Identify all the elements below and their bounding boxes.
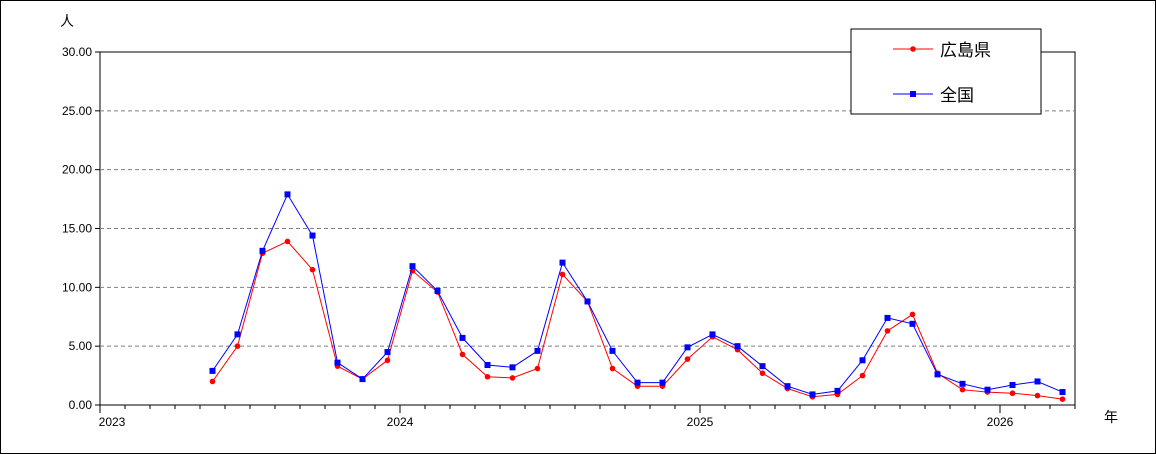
point-s0-20: [609, 365, 616, 372]
point-s1-6: [259, 247, 266, 254]
point-s1-33: [934, 371, 941, 378]
point-s0-8: [309, 266, 316, 273]
point-s1-5: [234, 331, 241, 338]
point-s1-21: [634, 379, 641, 386]
point-s1-18: [559, 259, 566, 266]
legend-box: [850, 28, 1042, 115]
point-s0-7: [284, 238, 291, 245]
x-year-label-2025: 2025: [687, 415, 714, 429]
y-tick-label-5: 25.00: [62, 104, 92, 118]
point-s1-10: [359, 376, 366, 383]
point-s1-30: [859, 357, 866, 364]
point-s1-11: [384, 349, 391, 356]
point-s0-11: [384, 357, 391, 364]
point-s1-12: [409, 263, 416, 270]
point-s0-34: [959, 386, 966, 393]
x-year-label-2026: 2026: [987, 415, 1014, 429]
y-tick-label-1: 5.00: [69, 339, 93, 353]
point-s1-37: [1034, 378, 1041, 385]
point-s1-31: [884, 314, 891, 321]
series-layer: [209, 191, 1066, 402]
point-s1-36: [1009, 381, 1016, 388]
point-s0-15: [484, 373, 491, 380]
point-s1-35: [984, 386, 991, 393]
y-tick-label-0: 0.00: [69, 398, 93, 412]
point-s1-28: [809, 391, 816, 398]
point-s1-34: [959, 380, 966, 387]
point-s1-4: [209, 367, 216, 374]
point-s1-22: [659, 379, 666, 386]
point-s0-14: [459, 351, 466, 358]
point-s1-23: [684, 344, 691, 351]
legend-marker-hiroshima: [910, 46, 916, 52]
y-tick-label-6: 30.00: [62, 45, 92, 59]
point-s1-20: [609, 347, 616, 354]
point-s1-16: [509, 364, 516, 371]
point-s1-8: [309, 232, 316, 239]
point-s1-25: [734, 343, 741, 350]
y-tick-label-2: 10.00: [62, 280, 92, 294]
point-s0-23: [684, 356, 691, 362]
x-year-label-2024: 2024: [387, 415, 414, 429]
point-s0-4: [209, 378, 216, 385]
point-s0-17: [534, 365, 541, 372]
point-s0-16: [509, 375, 516, 381]
legend-label-hiroshima: 広島県: [940, 41, 991, 61]
y-axis-unit-label: 人: [60, 14, 74, 30]
point-s1-13: [434, 287, 441, 294]
point-s0-26: [759, 370, 766, 377]
point-s0-31: [884, 328, 891, 334]
point-s0-18: [559, 271, 566, 278]
point-s1-24: [709, 331, 716, 338]
point-s0-36: [1009, 390, 1016, 397]
point-s1-29: [834, 387, 841, 394]
point-s0-32: [909, 311, 916, 318]
point-s1-27: [784, 383, 791, 390]
x-axis: 2023 2024 2025 2026: [99, 405, 1076, 429]
y-tick-label-4: 20.00: [62, 163, 92, 177]
y-tick-label-3: 15.00: [62, 222, 92, 236]
point-s0-5: [234, 343, 241, 349]
point-s0-37: [1034, 392, 1041, 399]
point-s0-38: [1059, 396, 1066, 402]
point-s1-7: [284, 191, 291, 198]
point-s1-26: [759, 363, 766, 370]
legend-marker-national: [910, 91, 916, 97]
point-s0-30: [859, 372, 866, 379]
point-s1-15: [484, 361, 491, 368]
point-s1-32: [909, 320, 916, 327]
x-year-label-2023: 2023: [99, 415, 126, 429]
point-s1-9: [334, 359, 341, 366]
y-axis: 0.00 5.00 10.00 15.00 20.00 25.00 30.00: [62, 45, 100, 412]
point-s1-38: [1059, 389, 1066, 396]
x-axis-unit-label: 年: [1104, 410, 1118, 426]
point-s1-14: [459, 334, 466, 341]
point-s1-19: [584, 298, 591, 305]
legend: 広島県 全国: [850, 28, 1042, 115]
legend-label-national: 全国: [940, 86, 974, 106]
point-s1-17: [534, 347, 541, 354]
